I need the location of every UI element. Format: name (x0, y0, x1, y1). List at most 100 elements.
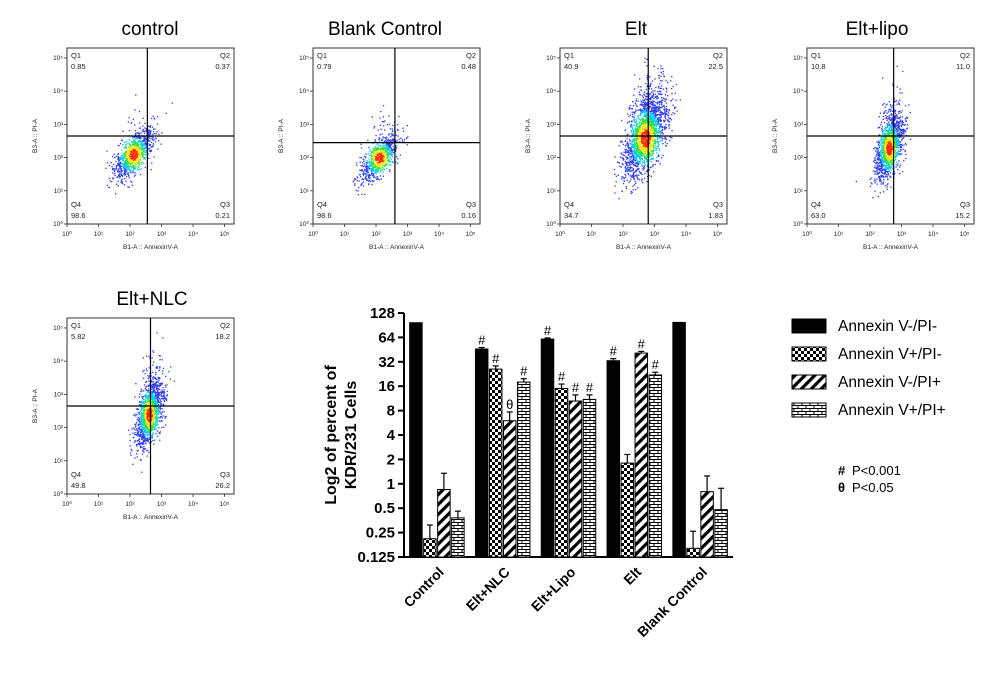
flow-x-tick-label: 10⁵ (220, 501, 230, 508)
footnote-text: P<0.05 (852, 480, 894, 495)
bar-control-4 (451, 517, 465, 558)
flow-panel-title: Blank Control (328, 19, 442, 40)
flow-panel-title: Elt (625, 19, 648, 40)
quadrant-value-q1: 5.82 (71, 332, 86, 341)
flow-x-tick-label: 10² (865, 231, 875, 238)
flow-x-tick-label: 10¹ (587, 231, 597, 238)
legend-swatch (791, 346, 827, 362)
bar-y-tick-label: 0.125 (357, 549, 395, 566)
flow-panel-3: Elt 10⁰ 10¹ 10² 10³ 10⁴ 10⁵ 10⁰ 10¹ 10² 10³ 10⁴ 10⁵ B… (525, 19, 728, 251)
flow-y-tick-label: 10¹ (54, 458, 64, 465)
quadrant-name-q2: Q2 (220, 321, 230, 330)
significance-mark: # (558, 369, 566, 384)
quadrant-value-q4: 49.8 (71, 481, 86, 490)
flow-x-axis-label: B1-A :: AnnexinV-A (123, 514, 179, 521)
legend-swatch (791, 402, 827, 418)
flow-y-tick-label: 10³ (54, 121, 64, 128)
flow-y-tick-label: 10⁵ (299, 55, 309, 62)
bar-elt-4 (648, 374, 663, 558)
quadrant-name-q1: Q1 (564, 51, 574, 60)
significance-mark: # (478, 333, 486, 348)
significance-mark: # (638, 336, 646, 351)
bar-control-2 (423, 538, 437, 558)
bar-elt-3 (634, 352, 649, 558)
flow-y-tick-label: 10⁰ (546, 220, 556, 228)
flow-x-tick-label: 10¹ (834, 231, 844, 238)
flow-x-tick-label: 10¹ (340, 231, 350, 238)
quadrant-name-q4: Q4 (564, 200, 574, 209)
flow-x-tick-label: 10¹ (94, 231, 104, 238)
flow-y-tick-label: 10¹ (547, 188, 557, 195)
bar-elt-1 (606, 360, 621, 558)
flow-y-tick-label: 10⁵ (546, 55, 556, 62)
quadrant-name-q1: Q1 (811, 51, 821, 60)
bar-y-tick-label: 128 (370, 305, 395, 322)
flow-y-axis-label: B3-A :: PI-A (32, 388, 39, 423)
bar-y-tick-label: 4 (387, 427, 396, 444)
flow-y-tick-label: 10² (54, 425, 64, 432)
flow-y-tick-label: 10² (54, 155, 64, 162)
flow-x-tick-label: 10² (618, 231, 628, 238)
bar-y-tick-label: 8 (387, 403, 395, 420)
quadrant-value-q4: 63.0 (811, 211, 826, 220)
flow-y-tick-label: 10¹ (794, 188, 804, 195)
flow-panel-title: Elt+NLC (116, 289, 187, 310)
flow-event-dots (855, 65, 912, 199)
flow-y-tick-label: 10⁰ (53, 220, 63, 228)
bar-y-tick-label: 1 (387, 476, 395, 493)
bar-y-axis-label: Log2 of percent of KDR/231 Cells (323, 365, 360, 505)
bar-blank-control-4 (714, 509, 728, 558)
bar-category-label: Elt (620, 564, 644, 588)
flow-y-axis-label: B3-A :: PI-A (525, 118, 532, 153)
quadrant-name-q4: Q4 (71, 200, 81, 209)
quadrant-name-q1: Q1 (317, 51, 327, 60)
flow-y-tick-label: 10⁴ (53, 88, 63, 95)
flow-x-tick-label: 10¹ (94, 501, 104, 508)
bar-chart: 128 64 32 16 8 4 2 1 0.5 0.25 0.125 Log2 of percent… (323, 305, 946, 640)
flow-panel-4: Elt+lipo 10⁰ 10¹ 10² 10³ 10⁴ 10⁵ 10⁰ 10¹ 10² 10³ 10… (772, 19, 975, 251)
flow-x-axis-label: B1-A :: AnnexinV-A (123, 244, 179, 251)
flow-x-tick-label: 10² (371, 231, 381, 238)
quadrant-value-q3: 0.16 (461, 211, 476, 220)
flow-x-tick-label: 10⁵ (960, 231, 970, 238)
bar-elt-2 (620, 462, 635, 558)
bar-category-label: Elt+NLC (463, 564, 513, 614)
quadrant-name-q1: Q1 (71, 321, 81, 330)
quadrant-name-q3: Q3 (713, 200, 723, 209)
flow-event-dots (613, 57, 681, 200)
legend-swatch (791, 374, 827, 390)
significance-mark: # (652, 357, 660, 372)
quadrant-value-q2: 0.37 (215, 62, 230, 71)
flow-x-tick-label: 10⁴ (681, 231, 691, 238)
flow-y-tick-label: 10⁰ (793, 220, 803, 228)
quadrant-value-q3: 26.2 (215, 481, 230, 490)
quadrant-value-q3: 1.83 (708, 211, 723, 220)
flow-y-axis-label: B3-A :: PI-A (32, 118, 39, 153)
flow-event-dots (105, 94, 173, 195)
bar-y-tick-label: 0.5 (374, 500, 395, 517)
legend-entry: Annexin V-/PI- (838, 318, 937, 335)
bar-blank-control-2 (686, 547, 700, 558)
legend-swatch (791, 318, 827, 334)
bar-elt-nlc-3 (502, 420, 517, 558)
flow-y-tick-label: 10⁵ (53, 325, 63, 332)
significance-mark: # (572, 380, 580, 395)
quadrant-value-q4: 98.6 (71, 211, 86, 220)
quadrant-value-q1: 10.8 (811, 62, 826, 71)
quadrant-name-q3: Q3 (960, 200, 970, 209)
footnote-symbol: θ (838, 480, 845, 495)
bar-control-1 (409, 322, 423, 558)
quadrant-value-q3: 15.2 (955, 211, 970, 220)
footnote-symbol: # (838, 463, 846, 478)
flow-y-tick-label: 10⁰ (299, 220, 309, 228)
flow-x-tick-label: 10⁰ (308, 230, 318, 238)
bar-blank-control-3 (700, 491, 714, 558)
flow-y-tick-label: 10⁵ (793, 55, 803, 62)
quadrant-value-q2: 0.48 (461, 62, 476, 71)
significance-mark: # (610, 344, 618, 359)
significance-mark: θ (506, 397, 513, 412)
flow-y-tick-label: 10³ (794, 121, 804, 128)
flow-y-tick-label: 10⁴ (793, 88, 803, 95)
flow-y-tick-label: 10² (300, 155, 310, 162)
flow-x-tick-label: 10³ (403, 231, 413, 238)
